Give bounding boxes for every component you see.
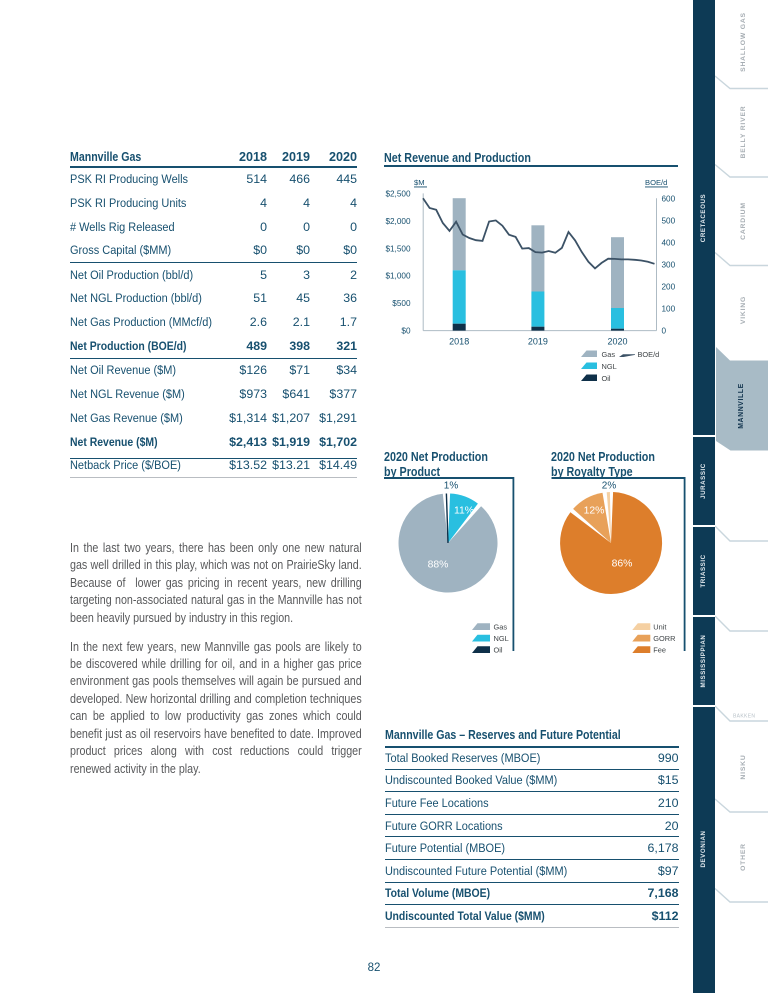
svg-text:$M: $M (414, 178, 425, 187)
svg-text:300: 300 (662, 261, 676, 270)
svg-text:Oil: Oil (494, 646, 503, 655)
svg-text:$500: $500 (392, 299, 411, 308)
svg-text:600: 600 (662, 194, 676, 203)
svg-text:$2,500: $2,500 (385, 189, 410, 198)
svg-text:500: 500 (662, 216, 676, 225)
svg-text:11%: 11% (454, 506, 474, 517)
svg-text:NGL: NGL (494, 634, 509, 643)
svg-text:Gas: Gas (602, 350, 616, 359)
svg-text:86%: 86% (612, 559, 633, 570)
svg-text:BOE/d: BOE/d (645, 178, 667, 187)
svg-text:2019: 2019 (528, 337, 548, 347)
svg-text:$0: $0 (401, 327, 411, 336)
svg-text:$1,000: $1,000 (385, 272, 410, 281)
svg-text:2%: 2% (602, 481, 617, 492)
svg-text:12%: 12% (584, 506, 605, 517)
svg-text:1%: 1% (444, 481, 459, 492)
svg-text:$1,500: $1,500 (385, 244, 410, 253)
svg-text:$2,000: $2,000 (385, 217, 410, 226)
svg-text:100: 100 (662, 305, 676, 314)
svg-text:GORR: GORR (653, 634, 675, 643)
svg-text:Unit: Unit (653, 623, 666, 632)
svg-text:2020: 2020 (607, 337, 627, 347)
svg-text:Oil: Oil (602, 374, 611, 383)
svg-text:Gas: Gas (494, 623, 508, 632)
svg-text:88%: 88% (428, 560, 449, 571)
svg-text:NGL: NGL (602, 362, 617, 371)
svg-text:BOE/d: BOE/d (638, 350, 660, 359)
svg-text:Fee: Fee (653, 646, 666, 655)
svg-text:BAKKEN: BAKKEN (733, 714, 755, 720)
svg-text:400: 400 (662, 238, 676, 247)
svg-text:0: 0 (662, 327, 667, 336)
svg-text:200: 200 (662, 283, 676, 292)
svg-text:2018: 2018 (449, 337, 469, 347)
